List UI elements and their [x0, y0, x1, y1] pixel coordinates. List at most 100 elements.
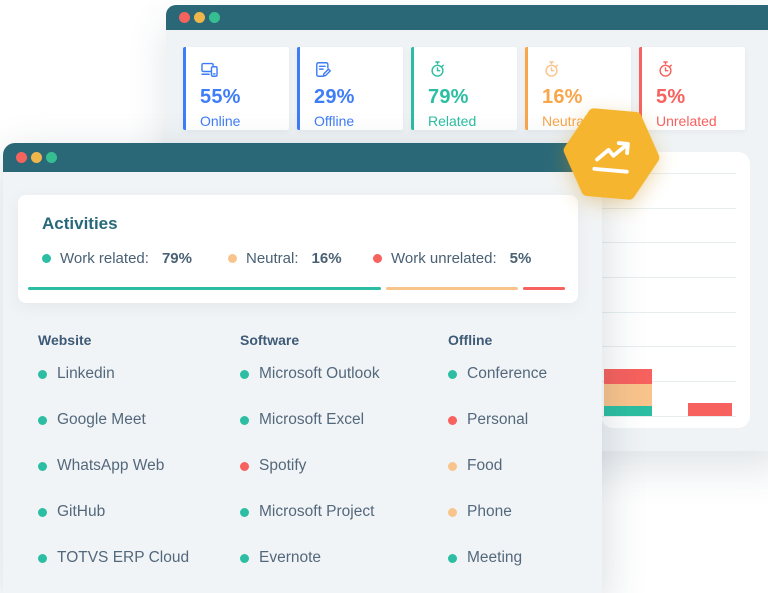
legend-label: Work related: [60, 250, 149, 267]
item-label: Microsoft Outlook [259, 365, 380, 382]
stat-label: Unrelated [656, 113, 717, 129]
chart-gridline [601, 381, 736, 382]
item-dot [448, 553, 457, 563]
stat-card-related: 79% Related [411, 47, 517, 130]
stat-card-offline: 29% Offline [297, 47, 403, 130]
software-list: Microsoft Outlook Microsoft Excel Spotif… [240, 351, 448, 581]
legend-dot [373, 254, 382, 263]
progress-segment-work-unrelated [522, 287, 565, 290]
item-dot [38, 553, 47, 563]
stat-card-unrelated: 5% Unrelated [639, 47, 745, 130]
item-label: Microsoft Project [259, 503, 375, 520]
item-dot [448, 369, 457, 379]
stat-label: Offline [314, 113, 355, 129]
legend-label: Work unrelated: [391, 250, 497, 267]
item-label: Food [467, 457, 503, 474]
traffic-light-red-icon [16, 152, 27, 163]
column-header: Software [240, 332, 300, 348]
column-website: Website Linkedin Google Meet WhatsApp We… [38, 333, 240, 581]
list-item: Microsoft Excel [240, 397, 448, 443]
item-dot [38, 369, 47, 379]
list-item: Evernote [240, 535, 448, 581]
legend-item-neutral: Neutral: 16% [228, 250, 373, 267]
chart-gridline [601, 208, 736, 209]
progress-segment-work-related [28, 287, 382, 290]
legend-value: 16% [311, 250, 342, 267]
item-dot [240, 461, 249, 471]
list-item: Google Meet [38, 397, 240, 443]
stat-card-online: 55% Online [183, 47, 289, 130]
item-label: Evernote [259, 549, 322, 566]
traffic-light-yellow-icon [31, 152, 42, 163]
bar [688, 403, 732, 416]
column-header: Offline [448, 332, 493, 348]
devices-icon [200, 60, 219, 79]
activity-columns: Website Linkedin Google Meet WhatsApp We… [38, 333, 547, 581]
stat-label: Related [428, 113, 477, 129]
list-item: Microsoft Outlook [240, 351, 448, 397]
item-dot [240, 415, 249, 425]
stat-value: 5% [656, 86, 686, 108]
item-label: GitHub [57, 503, 106, 520]
item-dot [240, 553, 249, 563]
activities-progress-bar [28, 287, 565, 290]
stat-label: Online [200, 113, 241, 129]
traffic-light-green-icon [209, 12, 220, 23]
website-list: Linkedin Google Meet WhatsApp Web GitHub… [38, 351, 240, 581]
item-label: TOTVS ERP Cloud [57, 549, 190, 566]
list-item: Spotify [240, 443, 448, 489]
list-item: Linkedin [38, 351, 240, 397]
item-dot [38, 415, 47, 425]
timer-icon [656, 60, 675, 79]
offline-list: Conference Personal Food Phone Meeting [448, 351, 547, 581]
stat-value: 29% [314, 86, 355, 108]
progress-segment-neutral [386, 287, 518, 290]
stacked-bar [604, 369, 652, 416]
list-item: Food [448, 443, 547, 489]
list-item: Phone [448, 489, 547, 535]
stat-value: 16% [542, 86, 583, 108]
stat-value: 79% [428, 86, 469, 108]
item-dot [448, 461, 457, 471]
timer-icon [428, 60, 447, 79]
edit-document-icon [314, 60, 333, 79]
list-item: Meeting [448, 535, 547, 581]
item-label: Google Meet [57, 411, 146, 428]
item-label: Meeting [467, 549, 523, 566]
legend-item-work-unrelated: Work unrelated: 5% [373, 250, 531, 267]
chart-gridline [601, 277, 736, 278]
traffic-light-yellow-icon [194, 12, 205, 23]
chart-gridline [601, 312, 736, 313]
item-dot [448, 415, 457, 425]
column-offline: Offline Conference Personal Food Phone [448, 333, 547, 581]
activities-legend: Work related: 79% Neutral: 16% Work unre… [42, 250, 531, 267]
bar-segment [604, 369, 652, 384]
legend-value: 79% [161, 250, 192, 267]
column-header: Website [38, 332, 92, 348]
item-label: Conference [467, 365, 548, 382]
traffic-light-red-icon [179, 12, 190, 23]
chart-gridline [601, 173, 736, 174]
stat-value: 55% [200, 86, 241, 108]
chart-gridline [601, 346, 736, 347]
bar-segment [604, 406, 652, 416]
item-label: Phone [467, 503, 512, 520]
activities-title: Activities [42, 214, 118, 233]
front-window-titlebar [3, 143, 602, 172]
list-item: Microsoft Project [240, 489, 448, 535]
list-item: GitHub [38, 489, 240, 535]
legend-item-work-related: Work related: 79% [42, 250, 228, 267]
item-label: Spotify [259, 457, 307, 474]
list-item: WhatsApp Web [38, 443, 240, 489]
list-item: TOTVS ERP Cloud [38, 535, 240, 581]
legend-dot [42, 254, 51, 263]
item-label: Microsoft Excel [259, 411, 365, 428]
stats-row: 55% Online 29% Offline [183, 47, 745, 130]
stat-label: Neutral [542, 113, 588, 129]
chart-gridline [601, 416, 736, 417]
item-label: Linkedin [57, 365, 115, 382]
item-dot [240, 369, 249, 379]
item-dot [240, 507, 249, 517]
timer-icon [542, 60, 561, 79]
